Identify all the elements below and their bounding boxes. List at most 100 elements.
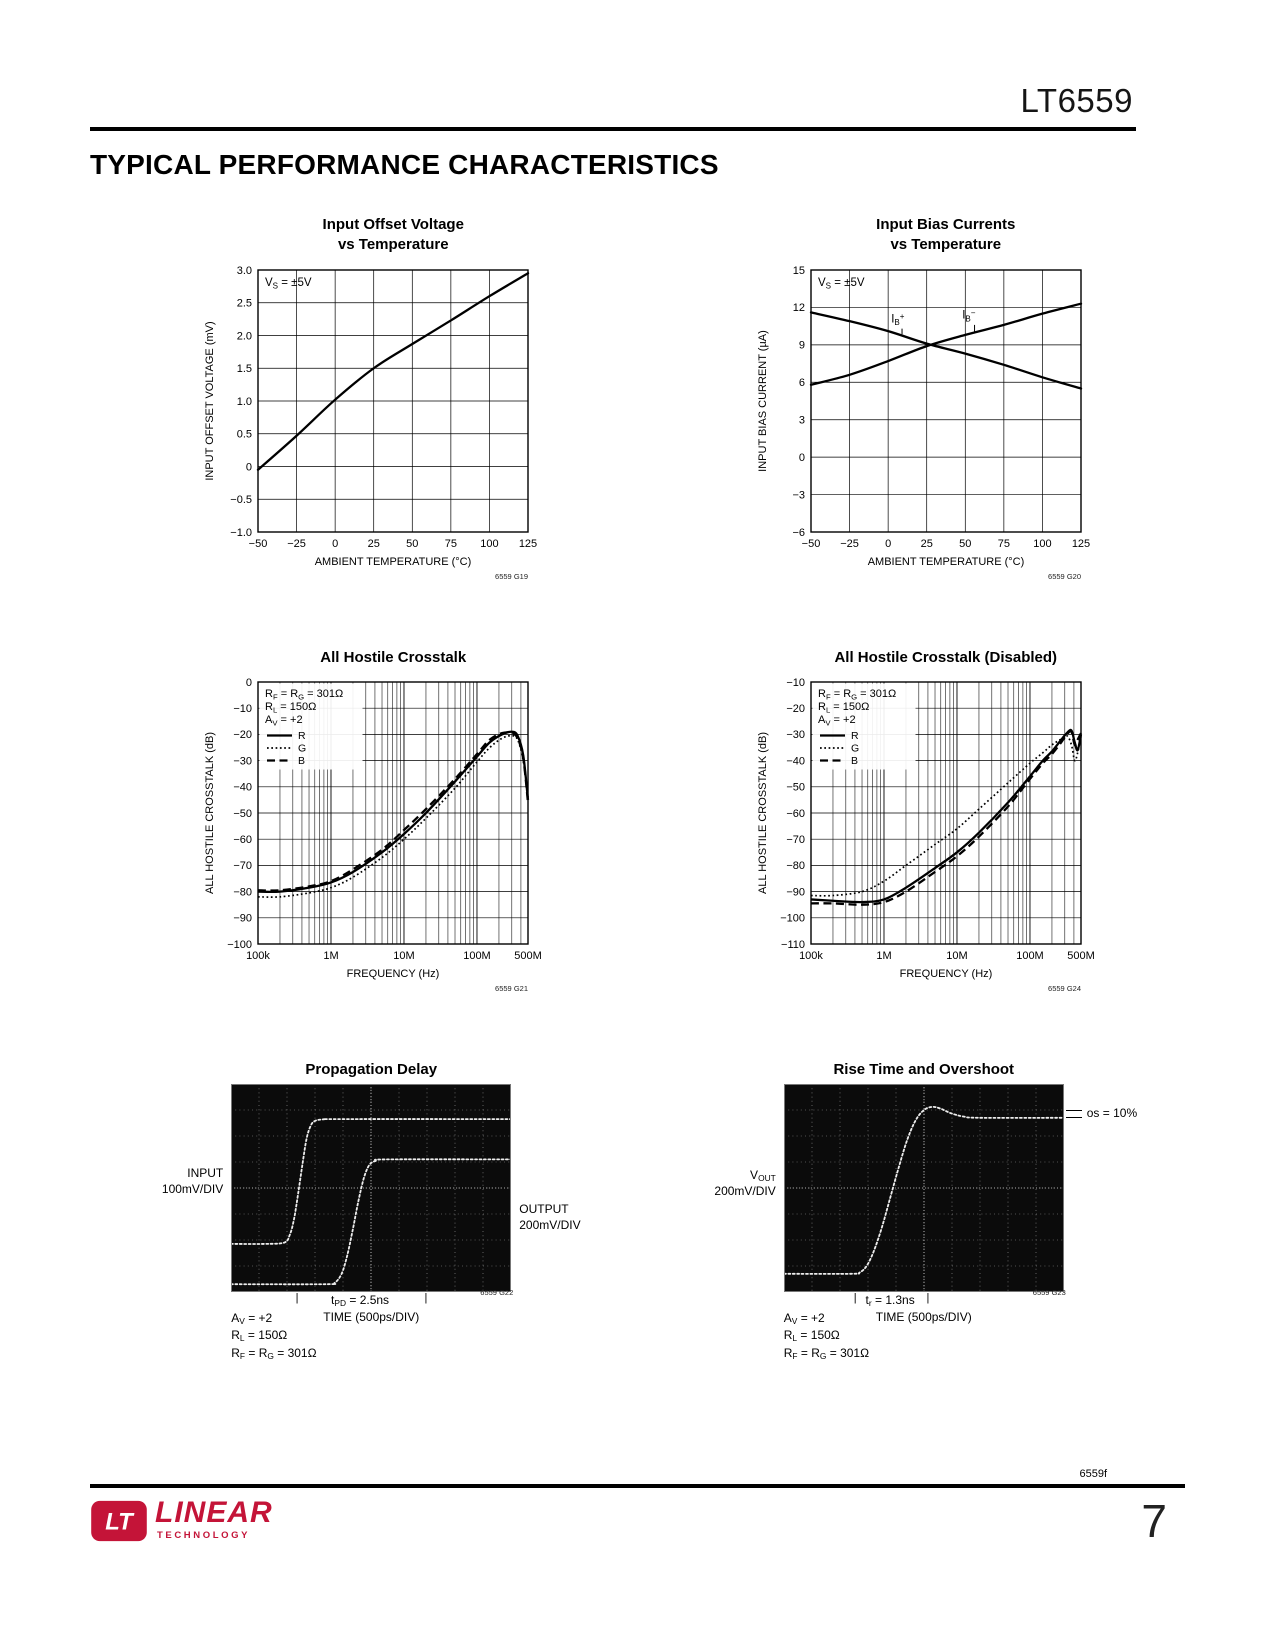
svg-text:−90: −90	[234, 912, 253, 924]
figure-input-bias-currents: Input Bias Currents vs Temperature VS = …	[753, 215, 1095, 594]
chart-title-g23: Rise Time and Overshoot	[692, 1060, 1156, 1080]
svg-text:AMBIENT TEMPERATURE (°C): AMBIENT TEMPERATURE (°C)	[867, 556, 1024, 568]
svg-text:6559 G24: 6559 G24	[1048, 984, 1081, 993]
svg-text:B: B	[298, 755, 305, 767]
svg-text:−90: −90	[786, 886, 805, 898]
svg-text:FREQUENCY (Hz): FREQUENCY (Hz)	[899, 968, 992, 980]
lt-logo-letters: LT	[105, 1509, 135, 1536]
chart-title-line1: Input Offset Voltage	[322, 216, 464, 233]
svg-text:12: 12	[793, 302, 805, 314]
svg-text:AMBIENT TEMPERATURE (°C): AMBIENT TEMPERATURE (°C)	[315, 556, 472, 568]
svg-text:−10: −10	[786, 677, 805, 689]
charts-grid: Input Offset Voltage vs Temperature VS =…	[100, 215, 1195, 1368]
condition-rf: RF = RG = 301Ω	[783, 1345, 870, 1361]
svg-text:VS = ±5V: VS = ±5V	[265, 277, 312, 291]
doc-code: 6559f	[1079, 1468, 1107, 1480]
section-title: TYPICAL PERFORMANCE CHARACTERISTICS	[90, 149, 719, 180]
svg-text:−60: −60	[786, 808, 805, 820]
scope-area: VOUT 200mV/DIV os = 10%	[692, 1084, 1156, 1292]
svg-text:6559 G19: 6559 G19	[495, 572, 528, 581]
svg-text:75: 75	[997, 538, 1009, 550]
test-conditions: AV = +2 RL = 150Ω RF = RG = 301Ω	[784, 1310, 869, 1362]
svg-text:−30: −30	[786, 729, 805, 741]
svg-text:0: 0	[332, 538, 338, 550]
cursor-markers: | tPD = 2.5ns | 6559 G22	[231, 1288, 514, 1308]
svg-text:50: 50	[406, 538, 418, 550]
chart-title-g20: Input Bias Currents vs Temperature	[753, 215, 1095, 256]
condition-rf: RF = RG = 301Ω	[231, 1345, 317, 1361]
svg-text:10M: 10M	[946, 950, 967, 962]
page-number: 7	[1141, 1495, 1167, 1547]
svg-text:25: 25	[368, 538, 380, 550]
condition-av: AV = +2	[231, 1311, 273, 1326]
scope-left-column: INPUT 100mV/DIV	[139, 1084, 231, 1292]
svg-text:RL = 150Ω: RL = 150Ω	[818, 701, 869, 715]
svg-text:AV = +2: AV = +2	[265, 714, 303, 728]
logo-brand-sub: TECHNOLOGY	[157, 1530, 251, 1541]
svg-text:10M: 10M	[394, 950, 415, 962]
svg-text:1.5: 1.5	[237, 363, 252, 375]
svg-text:−0.5: −0.5	[231, 494, 253, 506]
overshoot-value: os = 10%	[1086, 1106, 1138, 1120]
svg-text:B: B	[851, 755, 858, 767]
svg-text:IB−: IB−	[962, 308, 976, 323]
vout-scale-label: VOUT 200mV/DIV	[714, 1168, 776, 1198]
svg-text:−50: −50	[801, 538, 820, 550]
condition-rl: RL = 150Ω	[231, 1328, 288, 1344]
test-conditions: AV = +2 RL = 150Ω RF = RG = 301Ω	[231, 1310, 316, 1362]
svg-text:−100: −100	[227, 939, 252, 951]
svg-text:100M: 100M	[463, 950, 491, 962]
chart-title-line1: Propagation Delay	[305, 1060, 438, 1078]
svg-text:−30: −30	[234, 755, 253, 767]
svg-text:R: R	[851, 730, 859, 742]
svg-text:1.0: 1.0	[237, 395, 252, 407]
svg-text:−100: −100	[780, 912, 805, 924]
svg-text:15: 15	[793, 264, 805, 276]
input-bias-currents-chart: VS = ±5V IB+ IB− −50 −25 0 25 50 75 100 125 15 12 9 6 3…	[757, 264, 1090, 580]
time-axis-label: TIME (500ps/DIV)	[875, 1310, 972, 1324]
svg-text:6559 G21: 6559 G21	[495, 984, 528, 993]
page-footer: 6559f LT LINEAR TECHNOLOGY 7	[90, 1468, 1185, 1544]
svg-text:RL = 150Ω: RL = 150Ω	[265, 701, 316, 715]
svg-text:500M: 500M	[1067, 950, 1095, 962]
svg-text:FREQUENCY (Hz): FREQUENCY (Hz)	[347, 968, 440, 980]
svg-text:−3: −3	[792, 489, 805, 501]
svg-text:100k: 100k	[799, 950, 823, 962]
chart-title-line1: All Hostile Crosstalk (Disabled)	[834, 648, 1058, 666]
svg-text:−80: −80	[234, 886, 253, 898]
overshoot-label: os = 10%	[1065, 1106, 1138, 1122]
svg-text:ALL HOSTILE CROSSTALK (dB): ALL HOSTILE CROSSTALK (dB)	[204, 732, 216, 894]
svg-text:0: 0	[799, 451, 805, 463]
svg-text:INPUT BIAS CURRENT (µA): INPUT BIAS CURRENT (µA)	[757, 330, 769, 472]
footer-rule	[90, 1484, 1185, 1488]
figure-propagation-delay: Propagation Delay INPUT 100mV/DIV OUTPUT…	[139, 1060, 603, 1368]
cursor-markers: | tr = 1.3ns | 6559 G23	[784, 1288, 1066, 1308]
svg-text:VS = ±5V: VS = ±5V	[818, 277, 865, 291]
scope-caption: | tPD = 2.5ns | 6559 G22 TIME (500ps/DIV…	[139, 1288, 603, 1368]
logo-brand-name: LINEAR	[155, 1496, 273, 1529]
chart-title-line2: vs Temperature	[337, 236, 449, 254]
header-rule	[90, 127, 1136, 131]
svg-text:G: G	[298, 742, 306, 754]
svg-text:G: G	[851, 742, 859, 754]
svg-text:500M: 500M	[514, 950, 542, 962]
svg-text:RF = RG = 301Ω: RF = RG = 301Ω	[265, 688, 343, 702]
svg-text:100: 100	[480, 538, 498, 550]
svg-text:−25: −25	[840, 538, 859, 550]
cursor-right: |	[926, 1292, 930, 1304]
svg-text:−70: −70	[234, 860, 253, 872]
svg-text:−10: −10	[234, 703, 253, 715]
svg-text:−110: −110	[781, 939, 805, 951]
svg-text:−70: −70	[786, 834, 805, 846]
input-offset-voltage-chart: VS = ±5V −50 −25 0 25 50 75 100 125 3.0 2.5 2.0 1.5 1…	[204, 264, 537, 581]
svg-text:100M: 100M	[1016, 950, 1044, 962]
scope-area: INPUT 100mV/DIV OUTPUT 200mV/DIV	[139, 1084, 603, 1292]
output-scale-label: OUTPUT 200mV/DIV	[519, 1202, 581, 1232]
svg-text:−1.0: −1.0	[231, 526, 253, 538]
time-axis-label: TIME (500ps/DIV)	[323, 1310, 420, 1324]
overshoot-band-ticks	[1065, 1109, 1082, 1118]
svg-text:125: 125	[519, 538, 537, 550]
chart-title-g22: Propagation Delay	[139, 1060, 603, 1080]
